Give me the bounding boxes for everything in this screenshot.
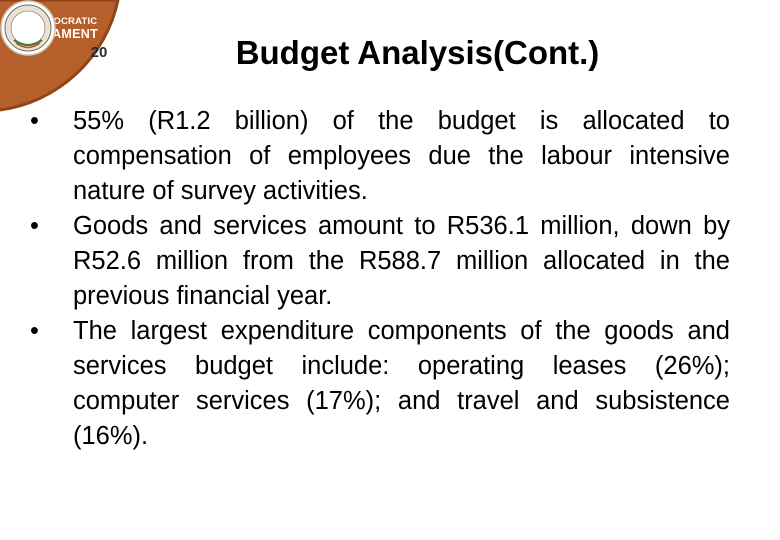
bullet-list: • 55% (R1.2 billion) of the budget is al…: [30, 104, 730, 454]
list-item: • Goods and services amount to R536.1 mi…: [30, 209, 730, 314]
bullet-text: 55% (R1.2 billion) of the budget is allo…: [73, 107, 730, 205]
bullet-icon: •: [30, 107, 39, 135]
slide-title: Budget Analysis(Cont.): [235, 34, 600, 71]
bullet-icon: •: [30, 212, 39, 240]
bullet-text: The largest expenditure components of th…: [73, 317, 730, 450]
anniversary-emblem-icon: [0, 0, 56, 56]
parliament-logo: 5th DEMOCRATIC PARLIAMENT 20: [0, 0, 170, 120]
emblem-number: 20: [90, 44, 108, 61]
list-item: • The largest expenditure components of …: [30, 314, 730, 454]
logo-text-line1: 5th DEMOCRATIC: [14, 16, 98, 27]
list-item: • 55% (R1.2 billion) of the budget is al…: [30, 104, 730, 209]
bullet-text: Goods and services amount to R536.1 mill…: [73, 212, 730, 310]
bullet-icon: •: [30, 317, 39, 345]
